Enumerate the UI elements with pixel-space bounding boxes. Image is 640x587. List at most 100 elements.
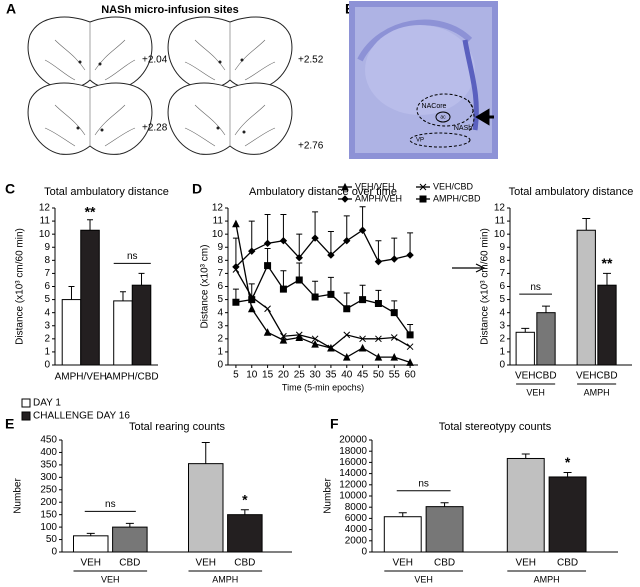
point [279,237,288,245]
y-tick-label: 16000 [339,457,367,468]
point [232,298,240,306]
point [374,257,383,266]
point [327,251,335,259]
significance: ** [85,203,96,219]
point [264,305,271,313]
y-tick-label: 5 [499,294,505,305]
error-bar [119,291,126,301]
significance: ** [602,255,613,271]
x-tick-label: 30 [310,370,322,381]
bar [112,526,148,553]
point [311,339,319,348]
x-tick-label: CBD [434,558,455,569]
y-tick-label: 5 [217,294,223,305]
point [358,226,367,234]
x-tick-label: 35 [325,370,337,381]
y-tick-label: 0 [44,360,50,371]
group-label: AMPH [534,574,560,584]
point [232,263,240,271]
legend-marker [419,195,427,203]
y-tick-label: 9 [44,242,50,253]
group-label: VEH [526,387,545,397]
error-bar [296,233,303,258]
bar [506,457,545,553]
bar [73,535,109,553]
error-bar [86,532,95,536]
significance: * [565,454,571,470]
point [295,276,303,284]
panel-label: A [6,1,16,17]
x-tick-label: VEH [515,558,536,569]
bracket-label: ns [418,478,429,489]
y-tick-label: 1 [217,347,223,358]
y-tick-label: 3 [44,320,50,331]
error-bar [398,512,407,517]
error-bar [582,217,591,231]
bar [383,516,422,553]
point [358,343,367,352]
point [232,219,240,228]
y-tick-label: 450 [40,435,57,446]
legend-swatch [21,398,31,408]
error-bar [602,272,611,286]
y-tick-label: 3 [217,320,223,331]
point [295,254,303,262]
y-tick-label: 8000 [345,502,368,513]
error-bar [521,327,530,333]
point [390,353,399,361]
y-tick-label: 20000 [339,435,367,446]
region-label: NACore [422,103,447,110]
y-axis-label: Distance (x10³ cm/60 min) [15,228,26,345]
y-tick-label: 6000 [345,513,368,524]
y-tick-label: 9 [499,242,505,253]
error-bar [343,215,350,241]
error-bar [125,522,134,528]
y-tick-label: 3 [499,320,505,331]
panel-label: C [5,181,15,197]
group-label: VEH [101,574,120,584]
y-tick-label: 11 [495,216,506,227]
x-tick-label: 25 [294,370,306,381]
point [390,334,398,341]
panel-label: E [5,416,14,432]
bracket-label: ns [127,251,138,262]
x-tick-label: VEH [80,558,101,569]
point [311,293,319,301]
series-line [235,269,411,349]
point [311,335,319,343]
y-tick-label: 0 [499,360,505,371]
point [327,344,335,352]
legend-label: VEH/CBD [433,181,474,191]
error-bar [359,206,366,231]
y-tick-label: 10 [212,229,224,240]
y-tick-label: 150 [40,509,57,520]
y-tick-label: 400 [40,447,57,458]
legend-marker [341,182,349,191]
x-tick-label: 5 [233,370,239,381]
y-tick-label: 2 [44,333,50,344]
significance: * [242,491,248,507]
point [375,335,382,343]
error-bar [312,211,319,239]
error-bar [87,219,94,231]
point [343,305,351,313]
y-tick-label: 10 [39,229,51,240]
point [359,335,366,343]
arrow [452,263,486,273]
bar [227,514,263,553]
legend-label: DAY 1 [33,398,61,409]
y-tick-label: 2 [217,333,223,344]
section-level: +2.28 [142,123,168,134]
point [327,290,335,298]
chart-title: Total rearing counts [129,421,225,433]
x-tick-label: 10 [246,370,258,381]
group-label: VEH [414,574,433,584]
x-tick-label: 20 [278,370,290,381]
error-bar [201,441,210,464]
point [343,237,351,245]
bar [113,300,133,366]
point [248,247,256,255]
x-tick-label: 40 [341,370,353,381]
brain-sections [27,16,293,155]
y-tick-label: 50 [46,534,58,545]
